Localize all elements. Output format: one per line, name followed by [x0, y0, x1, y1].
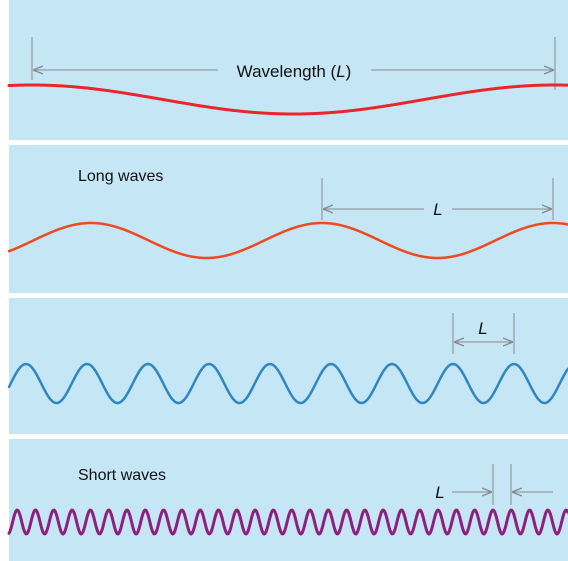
panel-2-background: [9, 145, 568, 293]
panel-4-dimension-symbol: L: [435, 483, 444, 502]
divider: [9, 434, 568, 439]
panel-3-wave: [7, 362, 568, 405]
panel-1-dimension-label: Wavelength (L): [237, 62, 352, 81]
panel-2-dimension-symbol: L: [433, 200, 442, 219]
panel-3-background: [9, 298, 568, 434]
panel-3-dimension-symbol: L: [478, 319, 487, 338]
panel-3: L: [7, 313, 568, 405]
divider: [9, 140, 568, 145]
panel-2-heading: Long waves: [78, 168, 163, 185]
panel-4-wave: [7, 508, 568, 536]
panel-4: Short waves L: [7, 464, 568, 536]
panel-1-wave: [7, 83, 568, 116]
panel-4-heading: Short waves: [78, 467, 166, 484]
panel-2-wave: [7, 221, 568, 260]
divider: [9, 293, 568, 298]
panel-1: Wavelength (L): [7, 37, 568, 116]
panel-2: Long waves L: [7, 168, 568, 260]
panel-4-background: [9, 439, 568, 561]
